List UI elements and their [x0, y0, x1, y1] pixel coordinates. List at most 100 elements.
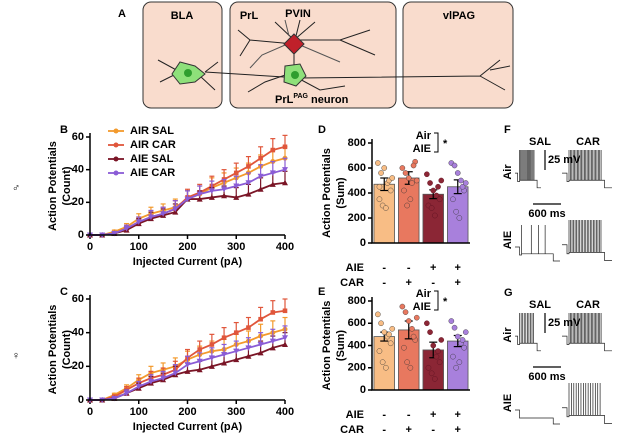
y-tick-label: 0 — [360, 384, 366, 396]
marker — [233, 170, 239, 176]
ephys-trace — [515, 150, 541, 189]
significance: * — [443, 296, 448, 308]
marker — [233, 348, 240, 355]
panel-letter: F — [504, 124, 511, 136]
marker — [221, 359, 228, 366]
row-sign: - — [382, 277, 386, 289]
data-point — [427, 180, 433, 186]
row-label: AIE — [346, 409, 364, 421]
y-axis-label-line: (Sum) — [335, 177, 347, 209]
x-tick-label: 100 — [130, 406, 148, 418]
axes — [89, 133, 285, 236]
data-point — [376, 348, 383, 354]
legend-marker — [113, 156, 119, 162]
x-tick-label: 200 — [178, 406, 196, 418]
data-point — [401, 344, 407, 351]
data-point — [386, 331, 392, 338]
marker — [221, 192, 228, 199]
row-sign: - — [407, 262, 411, 274]
marker — [208, 363, 215, 369]
marker — [147, 378, 154, 385]
y-tick-label: 400 — [348, 187, 366, 199]
marker — [282, 335, 288, 341]
data-point — [450, 196, 456, 203]
neuron-label: PrLPAG neuron — [275, 93, 349, 106]
marker — [123, 225, 130, 232]
panel-letter: G — [504, 287, 513, 299]
marker — [221, 335, 227, 341]
sex-symbol: ♂ — [12, 182, 20, 194]
data-point — [428, 205, 435, 211]
data-point — [462, 329, 469, 335]
marker — [196, 196, 203, 202]
legend-marker — [113, 128, 119, 134]
ephys-trace — [515, 409, 560, 425]
legend-label: AIR SAL — [130, 125, 174, 137]
data-point — [438, 177, 445, 184]
data-point — [407, 364, 414, 371]
x-tick-label: 100 — [130, 241, 148, 253]
ephys-trace — [562, 313, 612, 352]
region-label: BLA — [171, 10, 194, 22]
data-point — [413, 177, 420, 184]
data-point — [378, 170, 384, 176]
marker — [147, 214, 154, 221]
y-tick-label: 20 — [72, 196, 84, 208]
series-line — [90, 168, 286, 236]
data-point — [376, 196, 383, 203]
marker — [246, 164, 251, 169]
y-tick-label: 0 — [360, 237, 366, 249]
y-axis-label-line: (Count) — [61, 166, 73, 205]
marker — [245, 180, 252, 186]
y-axis-label-line: (Count) — [61, 330, 73, 369]
region-box — [229, 1, 397, 109]
row-sign: + — [430, 262, 436, 274]
data-point — [376, 183, 383, 190]
y-axis-label: Action Potentials (Sum) — [321, 148, 347, 238]
data-point — [389, 175, 396, 181]
marker — [209, 342, 215, 347]
y-tick-label: 400 — [348, 339, 366, 351]
y-tick-label: 0 — [78, 394, 84, 406]
ephys-trace — [515, 313, 541, 352]
data-point — [401, 187, 407, 194]
row-sign: + — [406, 277, 412, 289]
data-point — [387, 340, 394, 347]
data-point — [456, 359, 463, 365]
scale-label: 600 ms — [528, 208, 565, 220]
marker — [196, 366, 203, 373]
x-axis-label: Injected Current (pA) — [133, 256, 243, 268]
sex-symbol: ♀ — [12, 350, 20, 362]
marker — [282, 308, 288, 314]
region-box — [402, 1, 514, 109]
marker — [269, 170, 276, 176]
cell-label: PVIN — [285, 8, 311, 20]
row-sign: + — [406, 424, 412, 436]
region-label: PrL — [240, 10, 259, 22]
y-tick-label: 600 — [348, 317, 366, 329]
data-point — [413, 314, 420, 321]
data-point — [383, 205, 389, 211]
marker — [172, 370, 179, 377]
ephys-trace — [562, 220, 612, 261]
data-point — [399, 165, 406, 171]
pvin — [283, 33, 305, 55]
row-label: AIE — [346, 262, 364, 274]
column-label: SAL — [529, 299, 551, 311]
data-point — [427, 329, 433, 335]
x-axis-label: Injected Current (pA) — [133, 421, 243, 433]
y-axis-label-line: Action Potentials — [47, 141, 59, 231]
marker — [123, 390, 130, 397]
marker — [282, 341, 288, 347]
data-point — [379, 359, 386, 365]
y-tick-label: 0 — [78, 229, 84, 241]
scale-label: 25 mV — [548, 154, 581, 166]
x-tick-label: 200 — [178, 241, 196, 253]
marker — [269, 181, 276, 187]
marker — [135, 219, 142, 225]
marker — [269, 344, 276, 351]
data-point — [378, 320, 384, 327]
data-point — [409, 180, 415, 186]
row-sign: - — [382, 409, 386, 421]
nucleus — [291, 71, 299, 79]
